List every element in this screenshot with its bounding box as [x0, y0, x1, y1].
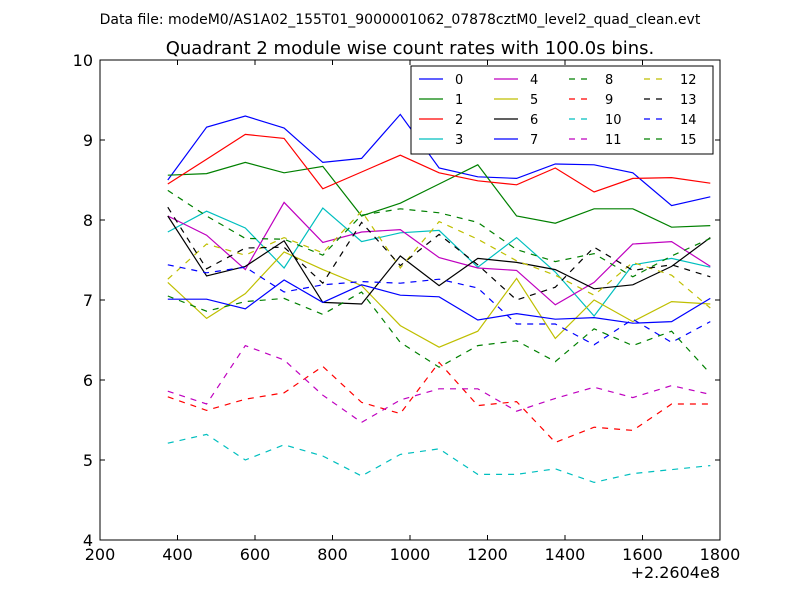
series-line-4: [167, 201, 711, 306]
legend-label-14: 14: [680, 113, 697, 128]
legend-label-9: 9: [605, 93, 613, 108]
y-tick-label: 7: [83, 291, 93, 310]
x-axis: 200 400 600 800 1000 1200 1400 1600 1800: [85, 60, 741, 564]
legend-label-11: 11: [605, 133, 622, 148]
legend-label-12: 12: [680, 73, 697, 88]
y-tick-label: 10: [73, 51, 93, 70]
legend-label-3: 3: [455, 133, 463, 148]
x-offset-label: +2.2604e8: [631, 563, 720, 582]
y-tick-label: 8: [83, 211, 93, 230]
x-tick-label: 1400: [545, 545, 586, 564]
x-tick-label: 1200: [467, 545, 508, 564]
x-tick-label: 1800: [700, 545, 741, 564]
series-line-12: [167, 210, 711, 309]
series-line-3: [167, 207, 711, 317]
x-tick-label: 1600: [622, 545, 663, 564]
series-line-11: [167, 344, 711, 424]
series-line-14: [167, 264, 711, 346]
legend-label-15: 15: [680, 133, 697, 148]
x-tick-label: 200: [85, 545, 116, 564]
y-tick-label: 5: [83, 451, 93, 470]
legend-label-1: 1: [455, 93, 463, 108]
series-line-5: [167, 251, 711, 348]
y-tick-label: 9: [83, 131, 93, 150]
legend-label-13: 13: [680, 93, 697, 108]
series-line-8: [167, 189, 711, 278]
series-line-6: [167, 215, 711, 305]
series-line-10: [167, 433, 711, 484]
series-line-9: [167, 361, 711, 444]
legend-label-0: 0: [455, 73, 463, 88]
x-tick-label: 800: [317, 545, 348, 564]
legend-box: [410, 65, 714, 155]
legend-label-8: 8: [605, 73, 613, 88]
series-line-13: [167, 206, 711, 301]
chart-title: Quadrant 2 module wise count rates with …: [166, 38, 655, 59]
legend-label-2: 2: [455, 113, 463, 128]
series-line-15: [167, 291, 711, 375]
legend-label-6: 6: [530, 113, 538, 128]
series-layer: [167, 113, 711, 484]
series-line-7: [167, 279, 711, 324]
y-tick-label: 4: [83, 531, 93, 550]
legend-label-10: 10: [605, 113, 622, 128]
supertitle: Data file: modeM0/AS1A02_155T01_90000010…: [100, 12, 701, 28]
legend-label-7: 7: [530, 133, 538, 148]
series-line-1: [167, 161, 711, 228]
series-line-0: [167, 113, 711, 207]
x-tick-label: 400: [162, 545, 193, 564]
y-tick-label: 6: [83, 371, 93, 390]
x-tick-label: 1000: [390, 545, 431, 564]
x-tick-label: 600: [240, 545, 271, 564]
series-line-2: [167, 133, 711, 193]
legend-label-5: 5: [530, 93, 538, 108]
legend-label-4: 4: [530, 73, 538, 88]
